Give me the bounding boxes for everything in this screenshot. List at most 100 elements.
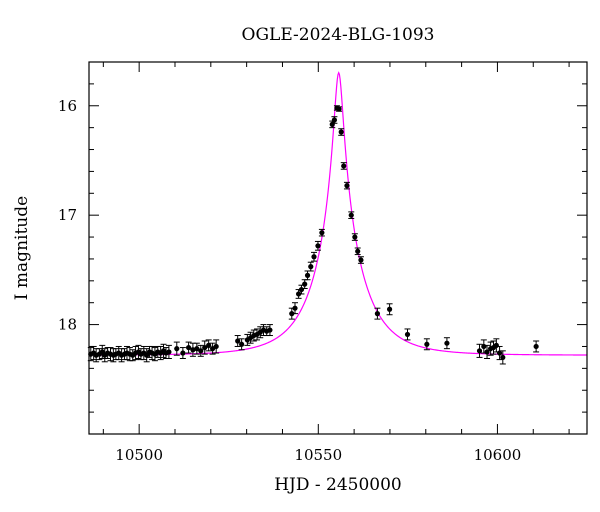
plot-frame — [88, 61, 588, 435]
data-marker — [315, 243, 321, 249]
data-marker — [304, 272, 311, 278]
data-marker — [319, 230, 325, 236]
data-marker — [424, 341, 430, 347]
data-point — [197, 344, 204, 357]
data-point — [173, 341, 180, 356]
data-marker — [311, 254, 317, 260]
data-marker — [493, 342, 499, 348]
data-point — [476, 343, 483, 358]
data-marker — [308, 264, 314, 270]
data-marker — [341, 163, 347, 169]
data-marker — [235, 338, 241, 344]
data-point — [307, 261, 314, 272]
data-marker — [338, 129, 344, 135]
x-axis-label: HJD - 2450000 — [274, 475, 402, 495]
data-point — [314, 240, 321, 251]
data-marker — [298, 286, 305, 293]
data-marker — [239, 341, 245, 347]
data-point — [266, 324, 273, 337]
data-marker — [186, 344, 192, 351]
data-point — [304, 270, 311, 281]
data-marker — [302, 281, 308, 287]
y-tick-label: 18 — [58, 316, 77, 334]
data-marker — [386, 306, 393, 312]
data-point — [143, 348, 150, 363]
data-point — [357, 256, 364, 264]
data-point — [234, 335, 241, 347]
data-marker — [202, 344, 208, 351]
data-point — [213, 339, 220, 354]
data-point — [301, 279, 308, 289]
data-marker — [180, 350, 186, 356]
chart-title: OGLE-2024-BLG-1093 — [242, 25, 435, 45]
data-point — [343, 181, 350, 190]
data-marker — [476, 348, 483, 354]
y-axis-ticks: 16 17 18 — [58, 61, 587, 435]
data-marker — [190, 347, 196, 353]
data-point — [374, 307, 381, 320]
data-point — [484, 344, 491, 360]
data-point — [165, 344, 172, 360]
data-point — [179, 347, 186, 360]
data-marker — [336, 106, 342, 112]
data-point — [338, 128, 345, 136]
data-marker — [292, 305, 298, 311]
data-marker — [198, 348, 204, 354]
data-marker — [289, 311, 295, 317]
data-marker — [481, 343, 487, 350]
data-marker — [404, 331, 411, 338]
data-marker — [348, 212, 354, 218]
data-point — [331, 116, 338, 124]
data-point — [185, 341, 192, 354]
data-point — [490, 340, 497, 355]
data-marker — [355, 248, 361, 254]
data-marker — [374, 311, 381, 317]
data-marker — [331, 117, 338, 123]
data-marker — [484, 349, 490, 355]
data-point — [238, 338, 245, 351]
data-point — [193, 342, 200, 355]
x-tick-label: 10550 — [294, 446, 342, 464]
data-marker — [496, 350, 503, 356]
data-point — [318, 228, 325, 237]
data-point — [205, 339, 212, 352]
data-marker — [174, 346, 180, 352]
y-tick-label: 16 — [58, 97, 77, 115]
data-point — [351, 233, 358, 241]
x-tick-label: 10500 — [115, 446, 163, 464]
data-point — [292, 302, 299, 315]
data-points-layer — [87, 105, 540, 365]
data-marker — [194, 346, 200, 352]
data-point — [340, 162, 347, 170]
data-marker — [267, 327, 273, 333]
data-point — [443, 337, 450, 350]
data-point — [336, 106, 343, 112]
data-point — [310, 251, 317, 262]
model-curve-layer — [89, 71, 587, 356]
data-marker — [358, 257, 364, 263]
data-marker — [352, 234, 358, 240]
data-marker — [533, 343, 539, 350]
y-axis-label: I magnitude — [12, 196, 32, 300]
data-marker — [206, 342, 212, 348]
model-curve — [89, 71, 587, 356]
data-marker — [166, 349, 172, 355]
x-tick-label: 10600 — [474, 446, 522, 464]
data-marker — [500, 354, 506, 361]
data-point — [201, 340, 208, 355]
data-point — [257, 326, 264, 339]
data-point — [533, 340, 540, 353]
data-marker — [213, 343, 219, 350]
data-point — [386, 303, 393, 316]
x-axis-ticks: 10500 10550 10600 — [102, 62, 570, 464]
y-tick-label: 17 — [58, 206, 77, 224]
data-point — [423, 338, 430, 351]
data-point — [151, 347, 158, 362]
data-point — [499, 350, 506, 365]
data-point — [348, 211, 355, 219]
data-marker — [344, 183, 350, 189]
data-point — [404, 328, 411, 341]
data-point — [354, 247, 361, 256]
data-marker — [444, 340, 450, 346]
